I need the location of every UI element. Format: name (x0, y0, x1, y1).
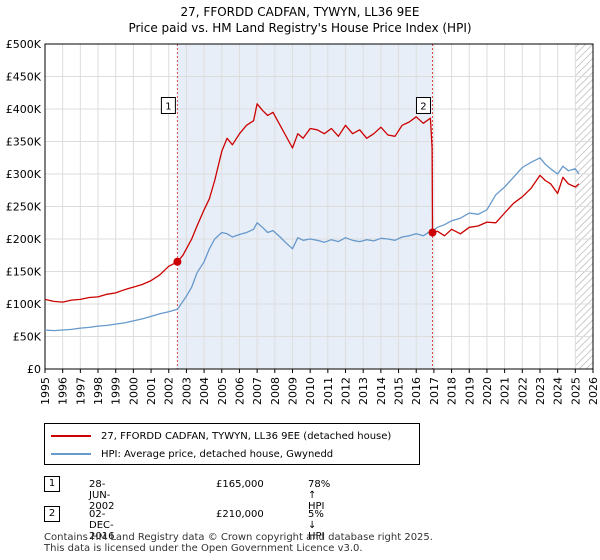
sale-date: 02-DEC-2016 (89, 509, 115, 542)
y-tick-label: £150K (6, 266, 42, 279)
x-tick-label: 2013 (357, 377, 370, 405)
price-chart: £0 £50K £100K £150K £200K £250K £300K £350K £400… (6, 38, 600, 405)
sale-point (173, 257, 182, 266)
x-tick-label: 2007 (251, 377, 264, 405)
y-tick-label: £100K (6, 298, 42, 311)
legend-label-property: 27, FFORDD CADFAN, TYWYN, LL36 9EE (deta… (101, 430, 392, 442)
x-tick-label: 2002 (163, 377, 176, 405)
x-tick-label: 2004 (198, 377, 211, 405)
legend: 27, FFORDD CADFAN, TYWYN, LL36 9EE (deta… (44, 423, 420, 465)
x-tick-label: 2019 (463, 377, 476, 405)
sale-label-box (160, 97, 176, 114)
y-tick-label: £50K (13, 331, 42, 344)
x-tick-label: 2018 (446, 377, 459, 405)
y-tick-label: £350K (6, 136, 42, 149)
sale-label-box (415, 97, 431, 114)
legend-label-hpi: HPI: Average price, detached house, Gwyn… (101, 448, 334, 460)
sale-price: £165,000 (216, 479, 264, 490)
x-tick-label: 2026 (587, 377, 600, 405)
x-tick-label: 2000 (127, 377, 140, 405)
series-line-hpi (44, 157, 580, 332)
legend-swatch-blue (51, 453, 91, 455)
sale-badge: 1 (44, 476, 60, 492)
footer-copyright: Contains HM Land Registry data © Crown c… (44, 532, 433, 543)
x-tick-label: 1999 (110, 377, 123, 405)
series-line-property (44, 103, 580, 303)
legend-item-property: 27, FFORDD CADFAN, TYWYN, LL36 9EE (deta… (51, 428, 391, 444)
x-tick-label: 2014 (375, 377, 388, 405)
sale-price: £210,000 (216, 509, 264, 520)
x-tick-label: 2005 (216, 377, 229, 405)
legend-swatch-red (51, 435, 91, 437)
x-tick-label: 2011 (322, 377, 335, 405)
x-tick-label: 2022 (516, 377, 529, 405)
x-tick-label: 2024 (552, 377, 565, 405)
footer-licence: This data is licensed under the Open Gov… (44, 543, 363, 554)
y-tick-label: £250K (6, 201, 42, 214)
plot-frame (44, 43, 594, 370)
x-tick-label: 2012 (340, 377, 353, 405)
y-tick-label: £0 (27, 363, 41, 376)
x-tick-label: 1998 (92, 377, 105, 405)
sale-point (428, 228, 437, 237)
legend-item-hpi: HPI: Average price, detached house, Gwyn… (51, 446, 333, 462)
x-tick-label: 1995 (39, 377, 52, 405)
chart-title: 27, FFORDD CADFAN, TYWYN, LL36 9EE (180, 5, 420, 19)
sale-label-text: 2 (420, 102, 426, 113)
sale-label-text: 1 (165, 102, 171, 113)
y-tick-label: £500K (6, 38, 42, 51)
x-tick-label: 2015 (393, 377, 406, 405)
y-tick-label: £450K (6, 71, 42, 84)
x-tick-label: 1997 (74, 377, 87, 405)
sale-hpi-change: 5% ↓ HPI (308, 509, 325, 542)
y-tick-label: £200K (6, 233, 42, 246)
sale-date: 28-JUN-2002 (89, 479, 115, 512)
y-tick-label: £400K (6, 103, 42, 116)
x-tick-label: 2017 (428, 377, 441, 405)
x-tick-label: 2006 (233, 377, 246, 405)
x-tick-label: 2021 (499, 377, 512, 405)
x-tick-label: 2003 (180, 377, 193, 405)
x-tick-label: 2025 (569, 377, 582, 405)
x-tick-label: 2020 (481, 377, 494, 405)
chart-subtitle: Price paid vs. HM Land Registry's House … (128, 21, 472, 35)
x-tick-label: 2001 (145, 377, 158, 405)
x-tick-label: 2023 (534, 377, 547, 405)
y-tick-label: £300K (6, 168, 42, 181)
x-tick-label: 2010 (304, 377, 317, 405)
sale-hpi-change: 78% ↑ HPI (308, 479, 331, 512)
x-tick-label: 2016 (410, 377, 423, 405)
x-tick-label: 2008 (269, 377, 282, 405)
sale-badge: 2 (44, 506, 60, 522)
x-tick-label: 2009 (286, 377, 299, 405)
x-tick-label: 1996 (57, 377, 70, 405)
